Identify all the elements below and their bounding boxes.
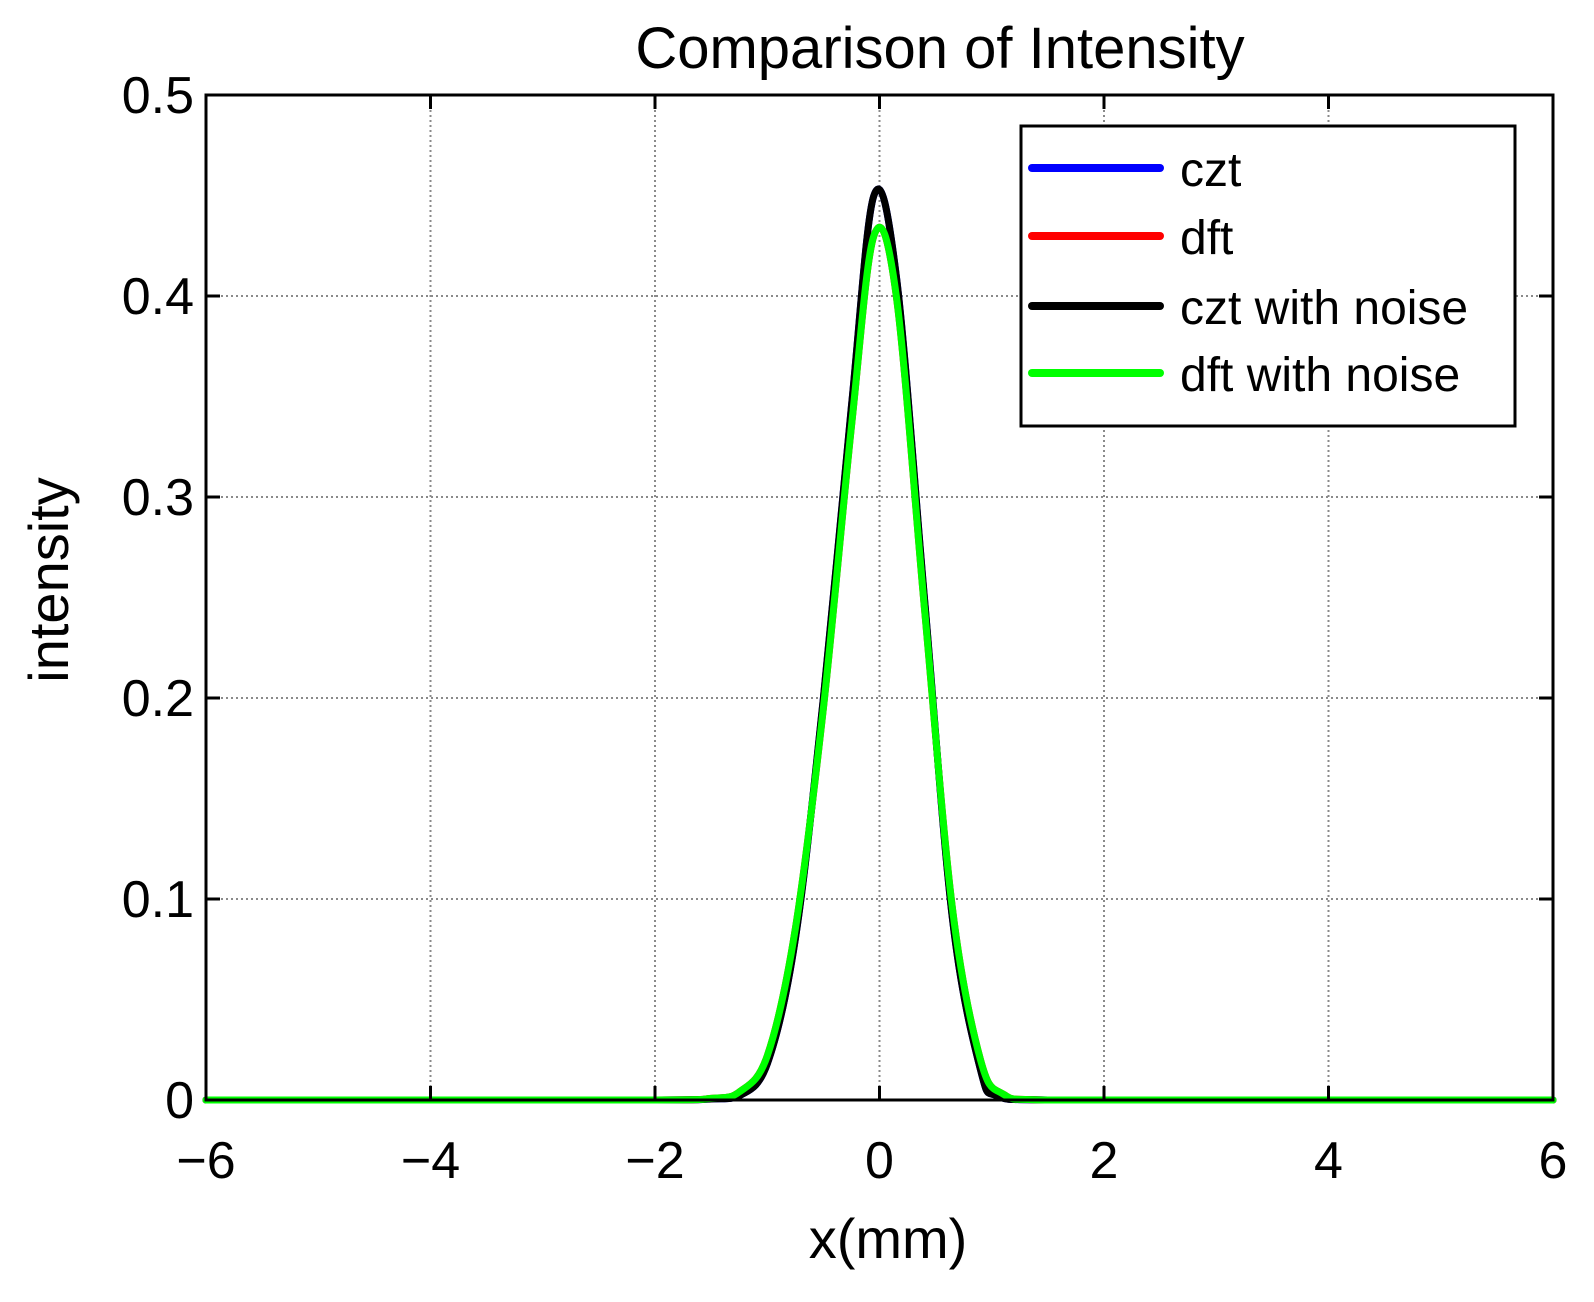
y-axis-label: intensity	[17, 477, 80, 682]
series-line-dft-with-noise	[202, 223, 1557, 1104]
axis-ticks	[204, 93, 1555, 1102]
x-tick-label: 2	[1090, 1132, 1119, 1190]
x-tick-label: 6	[1539, 1132, 1568, 1190]
y-tick-labels: 0 0.1 0.2 0.3 0.4 0.5	[122, 67, 194, 1130]
y-tick-label: 0.5	[122, 67, 194, 125]
x-tick-label: 0	[865, 1132, 894, 1190]
legend-label-dft-with-noise: dft with noise	[1180, 349, 1460, 402]
x-tick-labels: −6 −4 −2 0 2 4 6	[176, 1132, 1567, 1190]
legend-entries: czt dft czt with noise dft with noise	[1028, 144, 1468, 402]
x-tick-label: −4	[401, 1132, 460, 1190]
legend: czt dft czt with noise dft with noise	[1019, 124, 1517, 428]
legend-label-dft: dft	[1180, 212, 1233, 265]
legend-label-czt: czt	[1180, 144, 1241, 197]
y-tick-label: 0.3	[122, 469, 194, 527]
y-tick-label: 0.4	[122, 268, 194, 326]
x-axis-label: x(mm)	[809, 1207, 968, 1270]
y-tick-label: 0.2	[122, 670, 194, 728]
chart-title: Comparison of Intensity	[635, 16, 1244, 81]
legend-label-czt-with-noise: czt with noise	[1180, 282, 1468, 335]
x-tick-label: −2	[625, 1132, 684, 1190]
x-tick-label: −6	[176, 1132, 235, 1190]
y-tick-label: 0	[165, 1072, 194, 1130]
y-tick-label: 0.1	[122, 871, 194, 929]
x-tick-label: 4	[1314, 1132, 1343, 1190]
